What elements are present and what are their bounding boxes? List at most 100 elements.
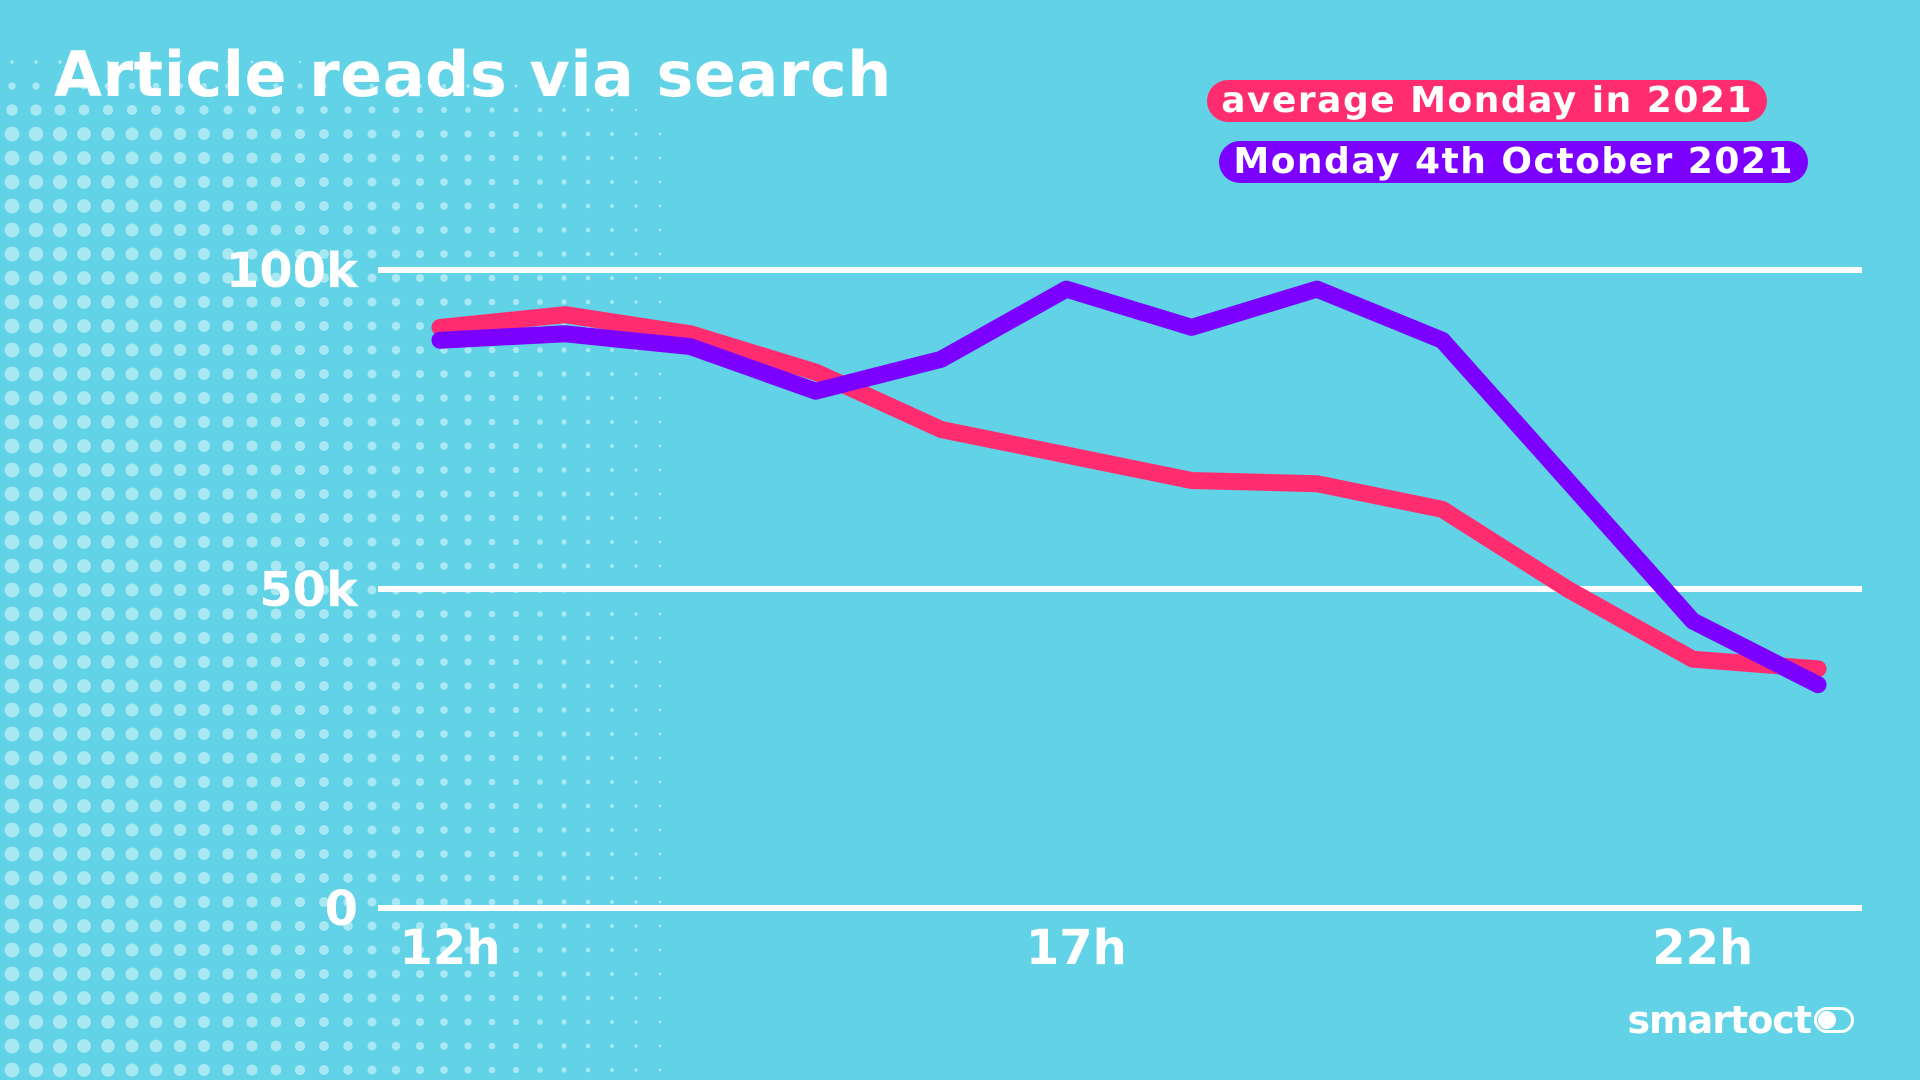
background-dot	[270, 656, 282, 668]
background-dot	[298, 60, 302, 64]
background-dot	[488, 370, 496, 378]
background-dot	[610, 996, 614, 1000]
background-dot	[343, 537, 353, 547]
background-dot	[585, 155, 591, 161]
background-dot	[4, 150, 20, 166]
background-dot	[28, 246, 44, 262]
background-dot	[343, 177, 353, 187]
background-dot	[488, 970, 496, 978]
background-dot	[464, 730, 472, 738]
background-dot	[28, 462, 44, 478]
gridlines	[378, 267, 1862, 911]
background-dot	[610, 852, 614, 856]
background-dot	[512, 346, 520, 354]
background-dot	[149, 631, 163, 645]
background-dot	[198, 704, 210, 716]
background-dot	[537, 971, 543, 977]
background-dot	[173, 823, 187, 837]
background-dot	[198, 464, 210, 476]
background-dot	[294, 584, 306, 596]
background-dot	[149, 199, 163, 213]
background-dot	[52, 126, 68, 142]
background-dot	[198, 488, 210, 500]
background-dot	[537, 635, 543, 641]
background-dot	[101, 703, 115, 717]
background-dot	[415, 417, 425, 427]
background-dot	[488, 1066, 496, 1074]
background-dot	[367, 993, 377, 1003]
background-dot	[77, 343, 91, 357]
background-dot	[222, 464, 234, 476]
background-dot	[319, 1041, 329, 1051]
background-dot	[28, 174, 44, 190]
background-dot	[343, 993, 353, 1003]
background-dot	[319, 681, 329, 691]
background-dot	[440, 994, 448, 1002]
background-dot	[658, 468, 662, 472]
background-dot	[343, 153, 353, 163]
background-dot	[173, 799, 187, 813]
background-dot	[125, 247, 139, 261]
background-dot	[149, 727, 163, 741]
background-dot	[344, 106, 352, 114]
background-dot	[4, 126, 20, 142]
legend-entry-monday-4th-october: Monday 4th October 2021	[1219, 141, 1808, 183]
background-dot	[367, 777, 377, 787]
background-dot	[222, 656, 234, 668]
background-dot	[610, 132, 614, 136]
background-dot	[246, 296, 258, 308]
background-dot	[488, 1042, 496, 1050]
background-dot	[54, 104, 66, 116]
background-dot	[52, 294, 68, 310]
background-dot	[246, 944, 258, 956]
background-dot	[391, 897, 401, 907]
background-dot	[125, 367, 139, 381]
background-dot	[658, 204, 662, 208]
background-dot	[226, 60, 230, 64]
background-dot	[391, 921, 401, 931]
background-dot	[367, 441, 377, 451]
background-dot	[343, 825, 353, 835]
background-dot	[270, 752, 282, 764]
background-dot	[658, 564, 662, 568]
background-dot	[367, 225, 377, 235]
background-dot	[4, 918, 20, 934]
background-dot	[367, 1041, 377, 1051]
background-dot	[125, 343, 139, 357]
background-dot	[391, 153, 401, 163]
background-dot	[537, 203, 543, 209]
background-dot	[77, 439, 91, 453]
background-dot	[4, 198, 20, 214]
background-dot	[173, 343, 187, 357]
background-dot	[561, 971, 567, 977]
background-dot	[52, 678, 68, 694]
background-dot	[343, 321, 353, 331]
background-dot	[28, 942, 44, 958]
background-dot	[319, 393, 329, 403]
background-dot	[246, 968, 258, 980]
background-dot	[274, 60, 278, 64]
background-dot	[343, 273, 353, 283]
background-dot	[125, 751, 139, 765]
background-dot	[319, 945, 329, 955]
background-dot	[537, 899, 543, 905]
background-dot	[367, 561, 377, 571]
background-dot	[294, 224, 306, 236]
background-dot	[634, 996, 638, 1000]
background-dot	[561, 947, 567, 953]
background-dot	[391, 537, 401, 547]
background-dot	[440, 850, 448, 858]
background-dot	[634, 516, 638, 520]
background-dot	[537, 299, 543, 305]
background-dot	[391, 489, 401, 499]
background-dot	[294, 176, 306, 188]
background-dot	[512, 442, 520, 450]
x-tick-label: 12h	[400, 920, 501, 976]
background-dot	[415, 753, 425, 763]
background-dot	[222, 416, 234, 428]
background-dot	[10, 60, 14, 64]
background-dot	[125, 631, 139, 645]
background-dot	[101, 631, 115, 645]
background-dot	[225, 83, 231, 89]
background-dot	[512, 778, 520, 786]
